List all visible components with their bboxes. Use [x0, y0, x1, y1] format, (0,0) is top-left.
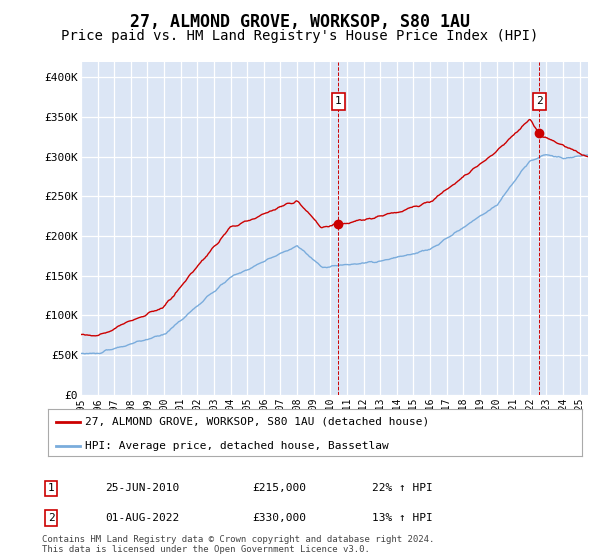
- Text: 1: 1: [47, 483, 55, 493]
- Text: 2: 2: [47, 513, 55, 523]
- Text: Contains HM Land Registry data © Crown copyright and database right 2024.
This d: Contains HM Land Registry data © Crown c…: [42, 535, 434, 554]
- Text: HPI: Average price, detached house, Bassetlaw: HPI: Average price, detached house, Bass…: [85, 441, 389, 451]
- Text: Price paid vs. HM Land Registry's House Price Index (HPI): Price paid vs. HM Land Registry's House …: [61, 29, 539, 44]
- Text: 01-AUG-2022: 01-AUG-2022: [105, 513, 179, 523]
- Text: 1: 1: [335, 96, 341, 106]
- Text: 27, ALMOND GROVE, WORKSOP, S80 1AU (detached house): 27, ALMOND GROVE, WORKSOP, S80 1AU (deta…: [85, 417, 430, 427]
- Text: £215,000: £215,000: [252, 483, 306, 493]
- Text: 2: 2: [536, 96, 543, 106]
- Text: £330,000: £330,000: [252, 513, 306, 523]
- Text: 13% ↑ HPI: 13% ↑ HPI: [372, 513, 433, 523]
- Text: 25-JUN-2010: 25-JUN-2010: [105, 483, 179, 493]
- Text: 27, ALMOND GROVE, WORKSOP, S80 1AU: 27, ALMOND GROVE, WORKSOP, S80 1AU: [130, 13, 470, 31]
- Text: 22% ↑ HPI: 22% ↑ HPI: [372, 483, 433, 493]
